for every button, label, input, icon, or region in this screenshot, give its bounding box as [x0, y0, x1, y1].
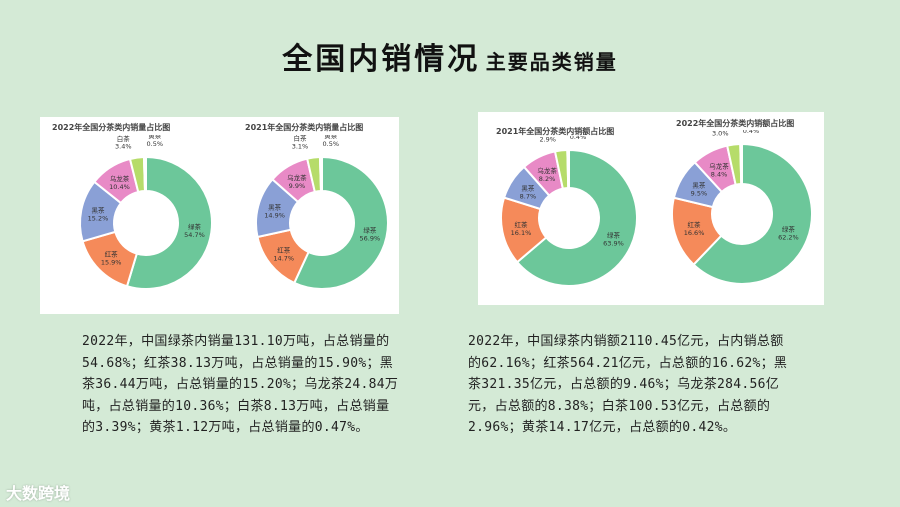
slice-category-label: 黑茶	[692, 181, 706, 190]
chart-title: 2021年全国分茶类内销额占比图	[496, 127, 615, 136]
volume-charts-panel: 2022年全国分茶类内销量占比图 绿茶 54.7% 红茶 15.9% 黑茶 15.2% 乌龙…	[40, 117, 399, 314]
slice-value-label: 9.5%	[691, 190, 708, 198]
slice-value-label: 3.4%	[115, 143, 132, 151]
slice-value-label: 2.9%	[539, 136, 556, 144]
donut-slice-绿茶	[692, 142, 813, 285]
volume-description: 2022年，中国绿茶内销量131.10万吨，占总销量的54.68%；红茶38.1…	[82, 334, 399, 435]
slice-category-label: 绿茶	[363, 226, 377, 235]
slice-category-label: 黄茶	[324, 135, 338, 140]
slice-value-label: 0.5%	[147, 140, 164, 148]
slice-category-label: 红茶	[514, 220, 528, 229]
chart-title: 2021年全国分茶类内销量占比图	[245, 123, 364, 132]
slice-value-label: 9.9%	[289, 182, 306, 190]
slice-category-label: 黑茶	[521, 183, 535, 192]
slice-value-label: 63.9%	[603, 240, 624, 248]
slice-category-label: 绿茶	[782, 225, 796, 234]
slice-value-label: 3.0%	[712, 130, 729, 138]
watermark-logo: 大数跨境	[6, 484, 71, 503]
slice-category-label: 黑茶	[268, 203, 282, 212]
slice-category-label: 红茶	[688, 220, 702, 229]
slice-value-label: 15.2%	[88, 214, 109, 222]
donut-slice-绿茶	[125, 155, 213, 290]
donut-slice-绿茶	[515, 148, 638, 287]
sales-amount-charts-panel: 2021年全国分茶类内销额占比图 绿茶 63.9% 红茶 16.1% 黑茶 8.7% 乌龙茶…	[478, 112, 824, 305]
slice-category-label: 绿茶	[188, 222, 202, 231]
slide-title: 全国内销情况 主要品类销量	[0, 34, 900, 78]
slice-value-label: 10.4%	[109, 183, 130, 191]
slice-value-label: 0.5%	[323, 140, 340, 148]
slice-category-label: 乌龙茶	[287, 173, 307, 182]
slice-value-label: 8.4%	[711, 171, 728, 179]
donut-slice-黄茶	[318, 155, 323, 193]
slice-value-label: 56.9%	[360, 235, 381, 243]
slice-value-label: 8.7%	[520, 192, 537, 200]
slice-category-label: 红茶	[277, 246, 291, 255]
slice-category-label: 黄茶	[148, 135, 162, 140]
page-title: 全国内销情况	[282, 42, 481, 77]
slice-category-label: 乌龙茶	[537, 166, 557, 175]
slice-category-label: 乌龙茶	[110, 174, 130, 183]
amount-description: 2022年，中国绿茶内销额2110.45亿元，占内销总额的62.16%；红茶56…	[468, 334, 788, 435]
chart-title: 2022年全国分茶类内销量占比图	[52, 123, 171, 132]
slice-category-label: 白茶	[117, 135, 131, 143]
slice-category-label: 红茶	[105, 249, 119, 258]
slice-value-label: 14.7%	[273, 255, 294, 263]
slice-value-label: 0.4%	[570, 136, 587, 141]
slice-value-label: 0.4%	[743, 130, 760, 135]
slice-category-label: 白茶	[293, 135, 307, 143]
chart-title: 2022年全国分茶类内销额占比图	[676, 119, 795, 128]
slice-value-label: 62.2%	[778, 234, 799, 242]
slice-value-label: 16.1%	[511, 229, 532, 237]
donut-slice-黄茶	[142, 155, 147, 193]
slice-category-label: 黑茶	[91, 205, 105, 214]
slice-value-label: 54.7%	[184, 231, 205, 239]
page-subtitle: 主要品类销量	[485, 50, 618, 74]
donut-slice-黄茶	[739, 142, 743, 186]
donut-slice-绿茶	[292, 155, 389, 290]
slice-value-label: 3.1%	[292, 143, 309, 151]
slice-category-label: 绿茶	[607, 231, 621, 240]
slice-value-label: 14.9%	[264, 212, 285, 220]
slice-value-label: 16.6%	[684, 229, 705, 237]
donut-slice-黄茶	[566, 148, 570, 190]
slice-category-label: 乌龙茶	[709, 162, 729, 171]
slice-value-label: 8.2%	[539, 175, 556, 183]
slice-value-label: 15.9%	[101, 258, 122, 266]
